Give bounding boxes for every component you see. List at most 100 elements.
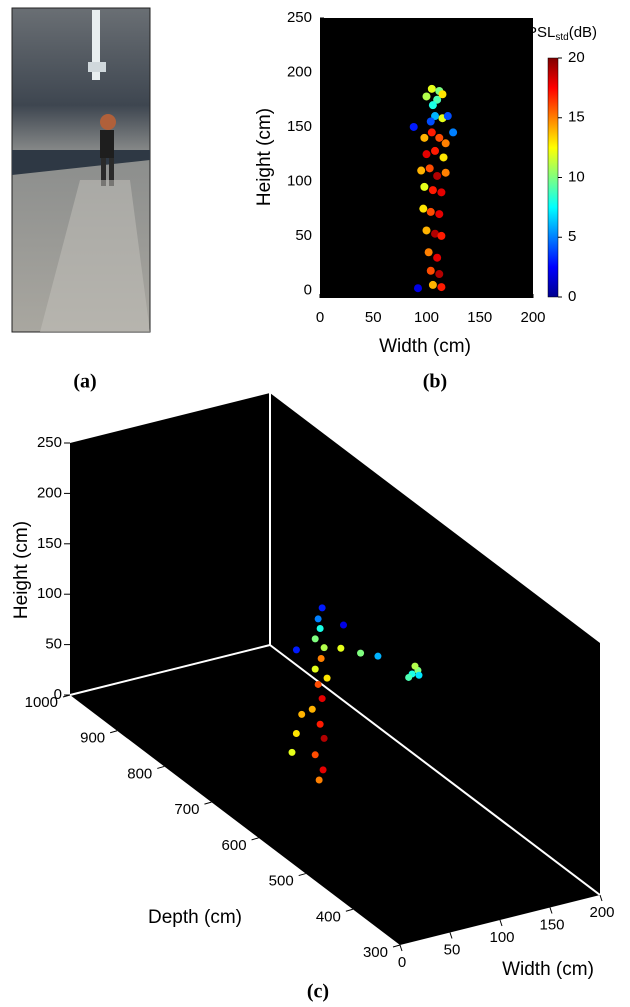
point: [298, 710, 306, 718]
point: [319, 766, 327, 774]
x-tick-label: 150: [539, 916, 564, 933]
point: [316, 625, 324, 633]
point: [337, 644, 345, 652]
point: [374, 652, 382, 660]
point: [428, 280, 437, 289]
x-axis-label: Width (cm): [502, 959, 594, 980]
y-tick-label: 1000: [25, 694, 58, 711]
x-tick-label: 0: [316, 309, 324, 326]
y-tick-label: 700: [174, 801, 199, 818]
point: [435, 210, 444, 219]
point: [433, 253, 442, 262]
x-tick-label: 200: [520, 309, 545, 326]
point: [433, 95, 442, 104]
point: [437, 231, 446, 240]
point: [443, 112, 452, 121]
x-axis-label: Width (cm): [379, 336, 471, 357]
colorbar-tick-label: 20: [568, 49, 585, 66]
point: [428, 101, 437, 110]
x-tick-label: 0: [398, 954, 406, 971]
x-tick: [399, 944, 403, 952]
point: [441, 139, 450, 148]
point: [439, 153, 448, 162]
point: [426, 207, 435, 216]
colorbar-label-sub: std: [555, 32, 568, 43]
y-tick: [157, 765, 165, 769]
plot-area: [70, 393, 600, 945]
point: [318, 695, 326, 703]
x-tick-label: 50: [444, 941, 461, 958]
point: [314, 615, 322, 623]
colorbar-label-unit: (dB): [569, 24, 597, 41]
point: [422, 150, 431, 159]
point: [433, 171, 442, 180]
z-axis-label: Height (cm): [11, 521, 32, 619]
colorbar-label: PSLstd(dB): [527, 24, 597, 43]
point: [437, 283, 446, 292]
x-tick: [599, 894, 603, 902]
point: [288, 748, 296, 756]
point: [315, 776, 323, 784]
y-tick-label: 100: [287, 172, 312, 189]
x-tick-label: 150: [467, 309, 492, 326]
panel-label: (a): [73, 371, 96, 393]
point: [415, 671, 423, 679]
point: [428, 186, 437, 195]
point: [357, 649, 365, 657]
y-tick-label: 0: [304, 281, 312, 298]
z-tick-label: 100: [37, 585, 62, 602]
point: [431, 112, 440, 121]
y-tick-label: 900: [80, 730, 105, 747]
point: [426, 266, 435, 275]
y-axis-label: Height (cm): [254, 108, 275, 206]
y-tick: [62, 694, 71, 698]
panel-label: (c): [307, 981, 329, 1003]
photo: [11, 7, 151, 333]
y-tick: [392, 944, 401, 948]
point: [425, 164, 434, 173]
point: [420, 133, 429, 142]
point: [437, 188, 446, 197]
z-tick-label: 150: [37, 535, 62, 552]
point: [311, 635, 319, 643]
point: [419, 204, 428, 213]
point: [424, 248, 433, 257]
x-tick-label: 100: [489, 929, 514, 946]
y-tick-label: 800: [127, 765, 152, 782]
colorbar-label-main: PSL: [527, 24, 555, 41]
point: [431, 146, 440, 155]
point: [411, 662, 419, 670]
point: [413, 284, 422, 293]
box-edge: [69, 644, 271, 696]
point: [426, 117, 435, 126]
point: [314, 680, 322, 688]
colorbar-tick-label: 15: [568, 109, 585, 126]
point: [340, 621, 347, 629]
y-tick: [251, 837, 259, 841]
y-tick-label: 50: [295, 227, 312, 244]
z-tick-label: 200: [37, 484, 62, 501]
y-tick-label: 400: [316, 908, 341, 925]
x-tick: [549, 907, 553, 914]
point: [318, 604, 326, 612]
point: [435, 133, 444, 142]
point: [420, 182, 429, 191]
point: [292, 729, 300, 737]
x-tick: [499, 919, 503, 927]
y-tick-label: 300: [363, 944, 388, 961]
colorbar-tick-label: 5: [568, 228, 576, 245]
point: [422, 92, 431, 101]
point: [308, 705, 316, 713]
y-tick: [345, 908, 353, 912]
x-tick-label: 50: [365, 309, 382, 326]
y-tick-label: 150: [287, 118, 312, 135]
z-tick-label: 0: [54, 686, 62, 703]
colorbar: [547, 57, 559, 298]
box-edge: [269, 644, 601, 896]
x-tick-label: 100: [414, 309, 439, 326]
point: [311, 751, 319, 759]
point: [427, 84, 436, 93]
colorbar-tick-label: 10: [568, 168, 585, 185]
